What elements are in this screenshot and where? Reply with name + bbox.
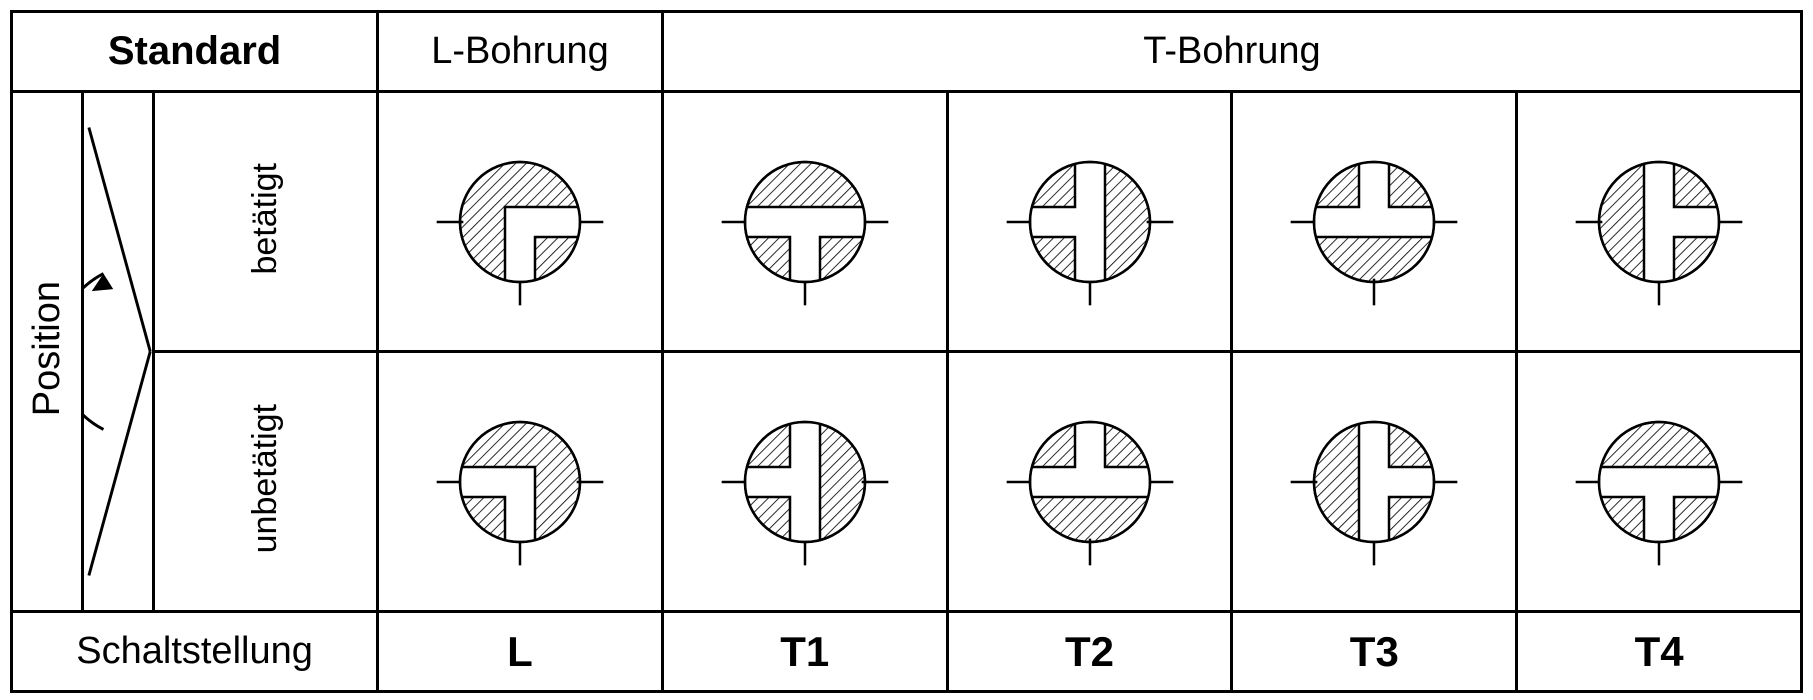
header-t-bohrung: T-Bohrung	[662, 12, 1801, 92]
row-label-unbetaetigt: unbetätigt	[154, 352, 378, 612]
footer-L: L	[378, 612, 663, 692]
footer-T3: T3	[1232, 612, 1517, 692]
footer-T1: T1	[662, 612, 947, 692]
row-label-betaetigt: betätigt	[154, 92, 378, 352]
valve-T1-unbetaetigt	[662, 352, 947, 612]
footer-T4: T4	[1517, 612, 1802, 692]
table: Standard L-Bohrung T-Bohrung Position be…	[10, 10, 1803, 693]
valve-T3-unbetaetigt	[1232, 352, 1517, 612]
header-l-bohrung: L-Bohrung	[378, 12, 663, 92]
position-indicator-cell	[83, 92, 154, 612]
valve-T1-betaetigt	[662, 92, 947, 352]
valve-T4-unbetaetigt	[1517, 352, 1802, 612]
position-label-cell: Position	[12, 92, 83, 612]
position-label: Position	[26, 281, 69, 416]
position-indicator-icon	[84, 93, 152, 610]
footer-T2: T2	[947, 612, 1232, 692]
valve-L-betaetigt	[378, 92, 663, 352]
valve-T2-unbetaetigt	[947, 352, 1232, 612]
valve-T2-betaetigt	[947, 92, 1232, 352]
footer-schaltstellung: Schaltstellung	[12, 612, 378, 692]
valve-T4-betaetigt	[1517, 92, 1802, 352]
valve-table: Standard L-Bohrung T-Bohrung Position be…	[10, 10, 1803, 690]
valve-L-unbetaetigt	[378, 352, 663, 612]
header-standard: Standard	[12, 12, 378, 92]
valve-T3-betaetigt	[1232, 92, 1517, 352]
